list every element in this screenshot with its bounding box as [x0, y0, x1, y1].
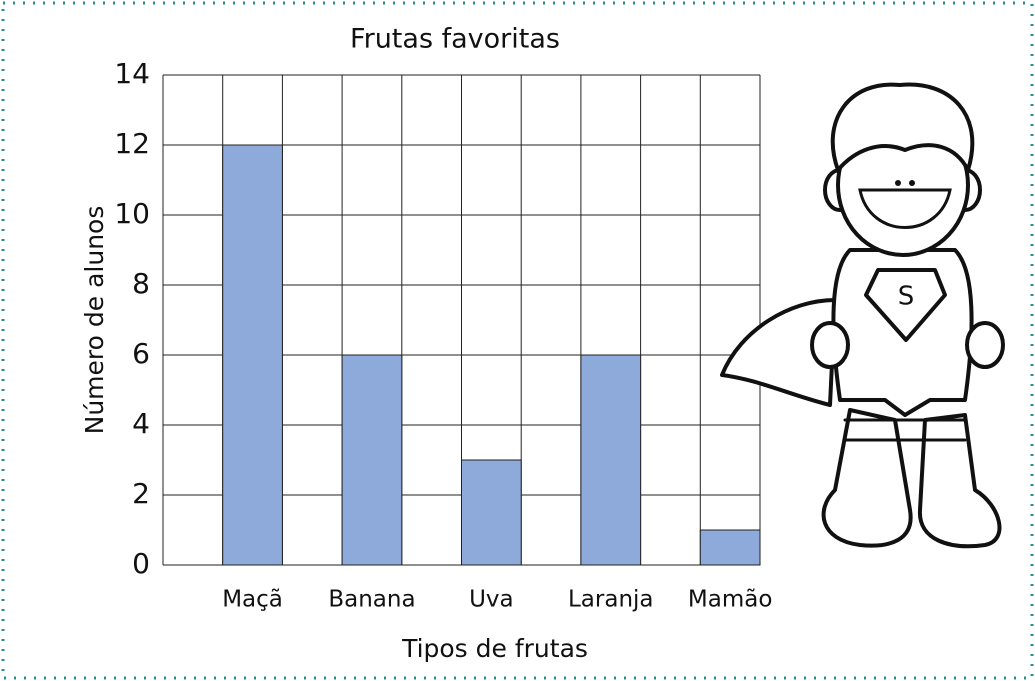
x-axis-label: Tipos de frutas [401, 634, 588, 663]
chart: 0 2 4 6 8 10 12 14 Maçã Banana Uva Laranja Mamão Fru… [0, 0, 1035, 681]
chart-title: Frutas favoritas [350, 24, 560, 55]
x-tick-label: Banana [328, 587, 415, 613]
y-tick-label: 2 [132, 477, 150, 510]
y-tick-label: 8 [132, 267, 150, 300]
y-tick-label: 0 [132, 547, 150, 580]
bar [223, 145, 283, 565]
y-tick-label: 12 [114, 127, 150, 160]
y-axis-label: Número de alunos [80, 206, 109, 435]
bar [342, 355, 402, 565]
y-tick-label: 14 [114, 57, 150, 90]
bar [462, 460, 522, 565]
bar [700, 530, 760, 565]
x-tick-label: Maçã [222, 587, 283, 613]
y-tick-label: 4 [132, 407, 150, 440]
bar [581, 355, 641, 565]
hero-emblem: S [898, 282, 915, 312]
x-tick-label: Laranja [568, 587, 654, 613]
x-tick-label: Uva [469, 587, 514, 613]
x-tick-label: Mamão [688, 587, 773, 613]
y-tick-label: 10 [114, 197, 150, 230]
y-tick-label: 6 [132, 337, 150, 370]
